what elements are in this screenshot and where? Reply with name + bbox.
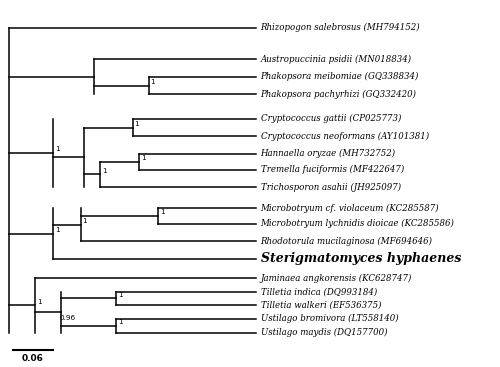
Text: Sterigmatomyces hyphaenes: Sterigmatomyces hyphaenes xyxy=(260,252,461,265)
Text: 1: 1 xyxy=(134,121,139,127)
Text: 1: 1 xyxy=(82,218,87,224)
Text: 0.96: 0.96 xyxy=(60,315,76,320)
Text: 1: 1 xyxy=(55,146,60,152)
Text: Tremella fuciformis (MF422647): Tremella fuciformis (MF422647) xyxy=(260,165,404,174)
Text: 1: 1 xyxy=(160,209,164,215)
Text: Ustilago maydis (DQ157700): Ustilago maydis (DQ157700) xyxy=(260,328,387,337)
Text: Cryptococcus neoformans (AY101381): Cryptococcus neoformans (AY101381) xyxy=(260,132,428,141)
Text: Phakopsora meibomiae (GQ338834): Phakopsora meibomiae (GQ338834) xyxy=(260,72,419,81)
Text: 1: 1 xyxy=(150,79,155,85)
Text: 1: 1 xyxy=(140,155,145,161)
Text: Cryptococcus gattii (CP025773): Cryptococcus gattii (CP025773) xyxy=(260,114,401,123)
Text: Trichosporon asahii (JH925097): Trichosporon asahii (JH925097) xyxy=(260,182,400,192)
Text: 1: 1 xyxy=(118,291,122,298)
Text: Hannaella oryzae (MH732752): Hannaella oryzae (MH732752) xyxy=(260,149,396,159)
Text: Austropuccinia psidii (MN018834): Austropuccinia psidii (MN018834) xyxy=(260,55,412,64)
Text: 1: 1 xyxy=(55,227,60,233)
Text: Microbotryum lychnidis dioicae (KC285586): Microbotryum lychnidis dioicae (KC285586… xyxy=(260,219,454,229)
Text: 0.06: 0.06 xyxy=(22,355,44,363)
Text: Rhizopogon salebrosus (MH794152): Rhizopogon salebrosus (MH794152) xyxy=(260,23,420,32)
Text: Ustilago bromivora (LT558140): Ustilago bromivora (LT558140) xyxy=(260,314,398,323)
Text: Rhodotorula mucilaginosa (MF694646): Rhodotorula mucilaginosa (MF694646) xyxy=(260,237,432,246)
Text: 1: 1 xyxy=(118,319,122,325)
Text: Tilletia walkeri (EF536375): Tilletia walkeri (EF536375) xyxy=(260,300,381,309)
Text: Phakopsora pachyrhizi (GQ332420): Phakopsora pachyrhizi (GQ332420) xyxy=(260,90,416,99)
Text: Jaminaea angkorensis (KC628747): Jaminaea angkorensis (KC628747) xyxy=(260,274,412,283)
Text: 1: 1 xyxy=(102,168,106,174)
Text: Microbotryum cf. violaceum (KC285587): Microbotryum cf. violaceum (KC285587) xyxy=(260,204,439,213)
Text: 1: 1 xyxy=(37,298,42,305)
Text: Tilletia indica (DQ993184): Tilletia indica (DQ993184) xyxy=(260,288,377,297)
